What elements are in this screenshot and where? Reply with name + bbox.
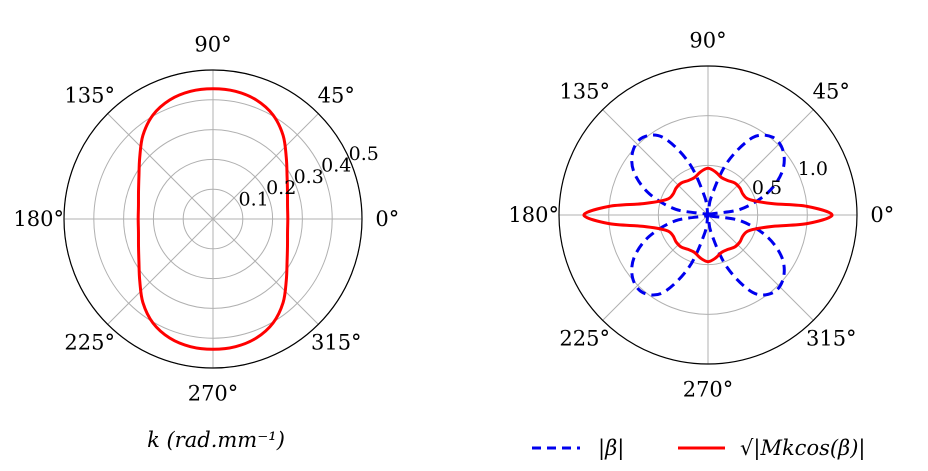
angle-tick-label: 180°	[508, 203, 559, 227]
angle-tick-label: 135°	[559, 80, 610, 104]
legend: |β| √|Mkcos(β)|	[532, 436, 865, 461]
angle-grid-line	[707, 109, 814, 216]
angle-tick-label: 135°	[64, 84, 115, 108]
series-line-0	[136, 87, 290, 351]
angle-tick-label: 315°	[806, 326, 857, 350]
angle-tick-label: 270°	[683, 377, 734, 401]
r-tick-label: 0.2	[266, 177, 296, 199]
angle-grid-line	[107, 218, 214, 325]
angle-grid-line	[602, 214, 709, 321]
angle-tick-label: 180°	[13, 207, 64, 231]
r-tick-label: 0.3	[294, 166, 324, 188]
angle-tick-label: 45°	[318, 84, 355, 108]
angle-grid-line	[212, 113, 319, 220]
angle-tick-label: 225°	[64, 330, 115, 354]
r-tick-label: 0.1	[239, 189, 269, 211]
angle-grid-line	[107, 113, 214, 220]
angle-tick-label: 90°	[194, 33, 231, 57]
polar-frame	[558, 65, 858, 365]
polar-chart-left: 0.10.20.30.40.5 0° 45° 90° 135° 180° 225° 270° 3…	[13, 33, 399, 406]
polar-frame	[63, 69, 363, 369]
r-tick-label: 0.5	[349, 143, 379, 165]
angle-tick-label: 270°	[188, 381, 239, 405]
angle-tick-label: 0°	[870, 203, 894, 227]
series-line-0	[630, 133, 786, 297]
r-tick-label: 1.0	[798, 158, 828, 180]
angle-tick-label: 45°	[813, 80, 850, 104]
angle-tick-label: 0°	[375, 207, 399, 231]
polar-chart-right: 0.5 1.0 0° 45° 90° 135° 180° 225° 270° 315°	[508, 29, 894, 402]
x-axis-label: k (rad.mm⁻¹)	[147, 428, 285, 452]
angle-grid-line	[602, 109, 709, 216]
angle-tick-label: 90°	[689, 29, 726, 53]
legend-label-beta: |β|	[598, 436, 624, 461]
series-line-1	[582, 166, 834, 264]
angle-grid-line	[212, 218, 319, 325]
legend-label-sqrt: √|Mkcos(β)|	[740, 436, 865, 461]
r-tick-label: 0.5	[752, 177, 782, 199]
r-tick-label: 0.4	[321, 154, 351, 176]
angle-tick-label: 315°	[311, 330, 362, 354]
angle-tick-label: 225°	[559, 326, 610, 350]
angle-grid-line	[707, 214, 814, 321]
